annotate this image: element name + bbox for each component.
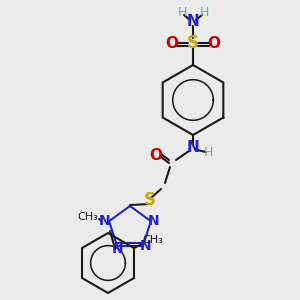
Text: N: N <box>148 214 160 228</box>
Text: H: H <box>203 146 213 160</box>
Text: S: S <box>144 191 156 209</box>
Text: N: N <box>140 239 152 253</box>
Text: O: O <box>208 35 220 50</box>
Text: N: N <box>111 242 123 256</box>
Text: N: N <box>187 14 200 29</box>
Text: O: O <box>149 148 163 163</box>
Text: H: H <box>199 7 209 20</box>
Text: O: O <box>166 35 178 50</box>
Text: N: N <box>98 214 110 228</box>
Text: H: H <box>177 7 187 20</box>
Text: N: N <box>187 140 200 155</box>
Text: CH₃: CH₃ <box>78 212 98 222</box>
Text: CH₃: CH₃ <box>142 235 164 245</box>
Text: S: S <box>187 34 199 52</box>
